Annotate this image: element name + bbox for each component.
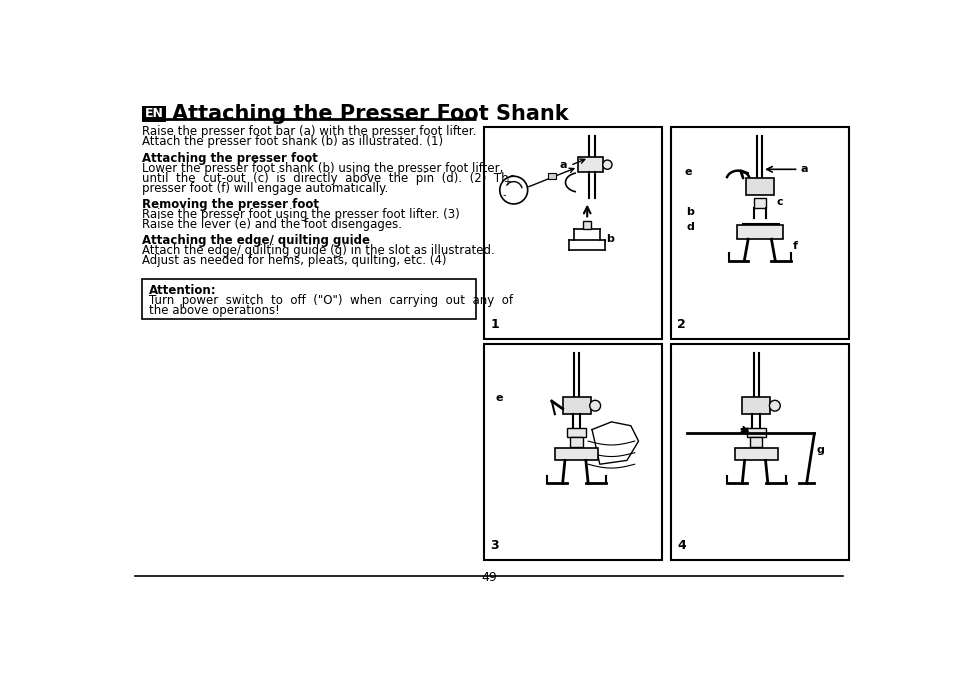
Text: +: + (502, 178, 511, 188)
Bar (745, 178, 773, 195)
Text: -: - (502, 190, 506, 200)
Text: Adjust as needed for hems, pleats, quilting, etc. (4): Adjust as needed for hems, pleats, quilt… (142, 254, 447, 267)
Text: 49: 49 (480, 571, 497, 583)
Text: Attach the edge/ quilting guide (g) in the slot as illustrated.: Attach the edge/ quilting guide (g) in t… (142, 244, 495, 257)
Text: until  the  cut-out  (c)  is  directly  above  the  pin  (d).  (2)  The: until the cut-out (c) is directly above … (142, 172, 516, 184)
Text: Attention:: Attention: (149, 284, 216, 297)
Bar (555, 448, 598, 460)
Text: 2: 2 (677, 318, 685, 331)
Text: Attach the presser foot shank (b) as illustrated. (1): Attach the presser foot shank (b) as ill… (142, 135, 443, 149)
Text: Raise the presser foot using the presser foot lifter. (3): Raise the presser foot using the presser… (142, 208, 459, 221)
Bar (670, 127, 847, 339)
Bar (582, 221, 591, 229)
Text: a: a (800, 164, 807, 174)
Bar (741, 397, 769, 414)
Bar (746, 428, 764, 437)
Text: d: d (686, 222, 694, 232)
Bar (753, 198, 765, 209)
Bar (578, 157, 602, 172)
Text: a: a (558, 160, 566, 170)
Bar (734, 448, 777, 460)
Text: b: b (606, 234, 614, 244)
Text: Removing the presser foot: Removing the presser foot (142, 198, 319, 211)
Text: presser foot (f) will engage automatically.: presser foot (f) will engage automatical… (142, 182, 388, 194)
Text: Turn  power  switch  to  off  ("O")  when  carrying  out  any  of: Turn power switch to off ("O") when carr… (149, 294, 512, 307)
Bar (570, 437, 582, 448)
Circle shape (769, 400, 780, 411)
Bar (142, 279, 476, 320)
Circle shape (589, 400, 600, 411)
Text: g: g (816, 445, 823, 455)
Text: e: e (495, 393, 502, 403)
Bar (548, 173, 556, 179)
Bar (736, 225, 782, 239)
Bar (749, 437, 761, 448)
Bar (567, 428, 585, 437)
Text: e: e (684, 166, 692, 176)
Text: the above operations!: the above operations! (149, 304, 279, 317)
Text: f: f (792, 241, 797, 251)
Text: Lower the presser foot shank (b) using the presser foot lifter,: Lower the presser foot shank (b) using t… (142, 162, 503, 174)
Text: EN: EN (145, 108, 163, 120)
Text: 3: 3 (490, 539, 498, 552)
Bar (484, 127, 661, 339)
Text: Attaching the Presser Foot Shank: Attaching the Presser Foot Shank (172, 104, 568, 124)
Bar (484, 344, 661, 560)
Bar (670, 344, 847, 560)
Text: Attaching the edge/ quilting guide: Attaching the edge/ quilting guide (142, 234, 370, 247)
Text: 1: 1 (490, 318, 498, 331)
Text: c: c (776, 197, 782, 207)
Text: Raise the presser foot bar (a) with the presser foot lifter.: Raise the presser foot bar (a) with the … (142, 125, 476, 139)
Bar (142, 106, 166, 122)
Text: b: b (686, 207, 694, 217)
Text: 4: 4 (677, 539, 685, 552)
Bar (562, 397, 590, 414)
Circle shape (602, 160, 612, 170)
Circle shape (499, 176, 527, 204)
Text: Attaching the presser foot: Attaching the presser foot (142, 151, 318, 165)
Text: Raise the lever (e) and the foot disengages.: Raise the lever (e) and the foot disenga… (142, 218, 402, 231)
